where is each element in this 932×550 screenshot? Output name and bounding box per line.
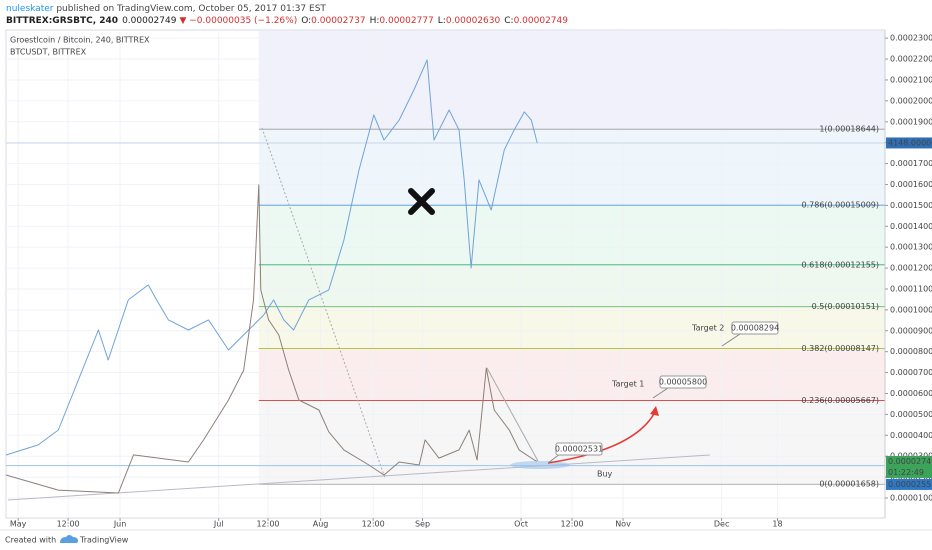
fib-label: 0.618(0.00012155) (802, 260, 880, 269)
x-tick-label: May (10, 520, 27, 529)
footer-logo (60, 535, 78, 543)
price-label: 0.00002551 (888, 480, 932, 489)
x-tick-label: Nov (615, 520, 631, 529)
series-layer (5, 59, 538, 494)
legend-entry: Groestlcoin / Bitcoin, 240, BITTREX (10, 36, 150, 45)
annotation: Buy (597, 470, 613, 479)
open-label: O: (301, 16, 311, 26)
change: ▼ −0.00000035 (−1.26%) (179, 16, 297, 26)
price-box (886, 478, 932, 490)
fib-label: 0.236(0.00005667) (802, 396, 880, 405)
x-tick-label: 12:00 (561, 520, 584, 529)
close: 0.00002749 (514, 16, 569, 26)
footer-brand[interactable]: TradingView (79, 536, 129, 545)
fib-label: 1(0.00018644) (819, 125, 879, 134)
price-label: 0.00002749 (888, 457, 932, 466)
fib-layer: 1(0.00018644) 0.786(0.00015009) 0.618(0.00… (258, 125, 885, 489)
callout-box (555, 442, 603, 456)
x-tick-label: Sep (415, 520, 430, 529)
x-tick-label: Oct (514, 520, 528, 529)
y-tick-label: 0.00023000 (890, 34, 932, 43)
axis-layer: 0.000010000.000020000.000030000.00004000… (10, 34, 932, 529)
annotation: Target 1 (611, 380, 644, 389)
callout-pointer (721, 333, 741, 347)
annotation: 0.00008294 (731, 324, 779, 333)
fib-label: 0(0.00001658) (819, 480, 879, 489)
support-trendline (7, 454, 711, 501)
callout-box (731, 321, 779, 335)
fib-label: 0.5(0.00010151) (812, 302, 879, 311)
footer-created: Created with (5, 536, 56, 545)
x-tick-label: 18 (772, 520, 782, 529)
x-tick-label: Jul (213, 520, 224, 529)
price-box (886, 455, 932, 478)
high: 0.00002777 (379, 16, 433, 26)
x-tick-label: Aug (313, 520, 329, 529)
annotation: 0.00002531 (555, 445, 603, 454)
high-label: H: (370, 16, 380, 26)
x-tick-label: Dec (714, 520, 729, 529)
arrow-head (650, 406, 659, 416)
buy-zone (510, 461, 570, 469)
y2-price-box (886, 137, 932, 149)
header-line-2: BITTREX:GRSBTC, 240 0.00002749 ▼ −0.000000… (6, 16, 568, 26)
fib-label: 0.786(0.00015009) (802, 201, 880, 210)
price-countdown: 01:22:49 (888, 468, 924, 477)
callout-pointer (652, 387, 669, 399)
symbol: BITTREX:GRSBTC, 240 (6, 16, 118, 26)
low: 0.00002630 (446, 16, 501, 26)
x-tick-label: 12:00 (57, 520, 80, 529)
low-label: L: (438, 16, 446, 26)
annotation: 0.00005800 (659, 378, 707, 387)
x-tick-label: Jun (113, 520, 127, 529)
published: published on TradingView.com, October 05… (53, 4, 326, 14)
callout-box (659, 375, 707, 389)
cross-icon (408, 188, 435, 215)
legend-entry: BTCUSDT, BITTREX (10, 48, 87, 57)
x-tick-label: 12:00 (362, 520, 385, 529)
decline-trendline (486, 367, 539, 462)
x-tick-label: 12:00 (256, 520, 279, 529)
grid-layer (6, 30, 885, 518)
last: 0.00002749 (122, 16, 177, 26)
price-line-series (5, 59, 538, 456)
close-label: C: (504, 16, 513, 26)
y2-price-label: 4148.00000000 (888, 138, 932, 147)
fib-label: 0.382(0.00008147) (802, 344, 880, 353)
dotted-trendline (261, 127, 386, 479)
target-arrow (547, 411, 656, 464)
author[interactable]: nuleskater (6, 4, 54, 14)
header-line-1: nuleskater published on TradingView.com,… (6, 4, 326, 14)
annotation: Target 2 (691, 324, 724, 333)
price-line-series (5, 184, 538, 494)
open: 0.00002737 (311, 16, 365, 26)
